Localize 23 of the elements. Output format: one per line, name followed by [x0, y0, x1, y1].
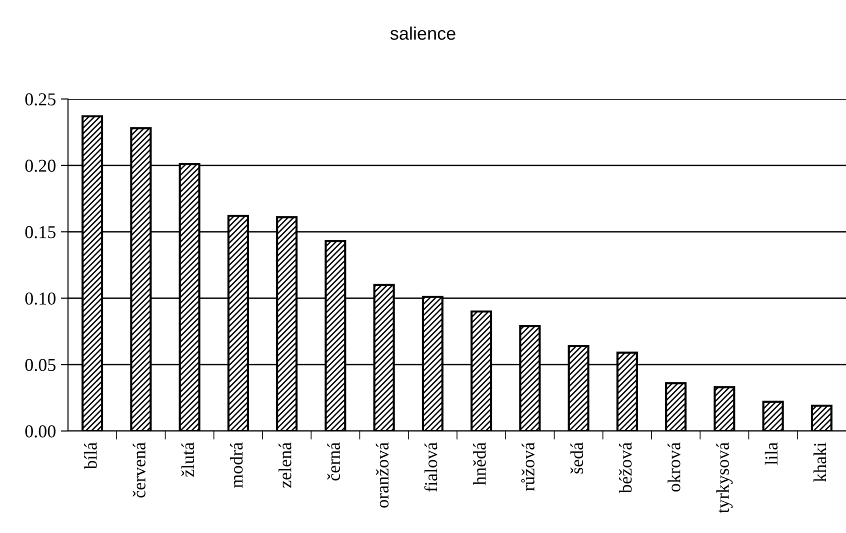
x-tick-label: fialová	[424, 442, 438, 492]
x-tick-label: bílá	[84, 442, 97, 470]
x-tick-label: oranžová	[376, 442, 389, 508]
x-tick-label: žlutá	[181, 442, 194, 477]
y-tick-label: 0.25	[25, 93, 56, 106]
x-tick-label: zelená	[278, 442, 292, 488]
x-tick-label: šedá	[570, 442, 584, 474]
x-tick-label: růžová	[521, 442, 534, 491]
x-tick-label: béžová	[618, 442, 632, 494]
y-tick-label: 0.00	[25, 425, 56, 438]
x-tick-label: hnědá	[473, 442, 486, 486]
x-tick-label: okrová	[668, 442, 680, 492]
x-tick-label: červená	[132, 442, 146, 498]
y-tick-label: 0.15	[25, 226, 56, 238]
x-tick-label: tyrkysová	[716, 442, 733, 514]
y-tick-label: 0.05	[25, 358, 56, 372]
x-tick-label: khaki	[814, 442, 826, 482]
chart-title: salience	[390, 26, 456, 40]
y-tick-label: 0.20	[25, 160, 56, 172]
y-tick-label: 0.10	[25, 292, 56, 305]
x-tick-label: modrá	[230, 442, 243, 488]
x-tick-label: černá	[327, 442, 340, 481]
x-tick-label: lila	[764, 442, 778, 465]
